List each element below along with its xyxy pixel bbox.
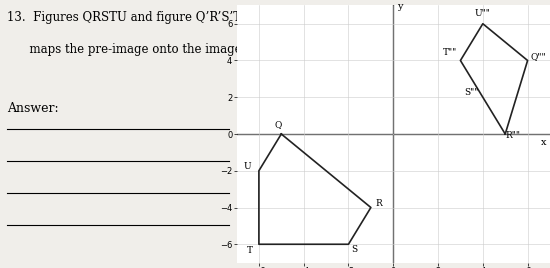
Text: y: y xyxy=(397,2,403,11)
Text: S: S xyxy=(351,245,357,254)
Text: Answer:: Answer: xyxy=(7,102,59,115)
Text: U: U xyxy=(244,162,251,171)
Text: U"": U"" xyxy=(475,9,491,18)
Text: S"": S"" xyxy=(464,88,479,97)
Text: Q"": Q"" xyxy=(531,52,547,61)
Text: maps the pre-image onto the image?: maps the pre-image onto the image? xyxy=(7,43,248,56)
Text: T: T xyxy=(247,245,253,255)
Text: T"": T"" xyxy=(443,48,458,57)
Text: x: x xyxy=(541,138,546,147)
Text: Q: Q xyxy=(274,121,282,129)
Text: R: R xyxy=(375,199,382,208)
Text: R"": R"" xyxy=(505,131,520,140)
Text: 13.  Figures QRSTU and figure Q’R’S’T’U’ are congruent.  What sequence of transf: 13. Figures QRSTU and figure Q’R’S’T’U’ … xyxy=(7,11,550,24)
